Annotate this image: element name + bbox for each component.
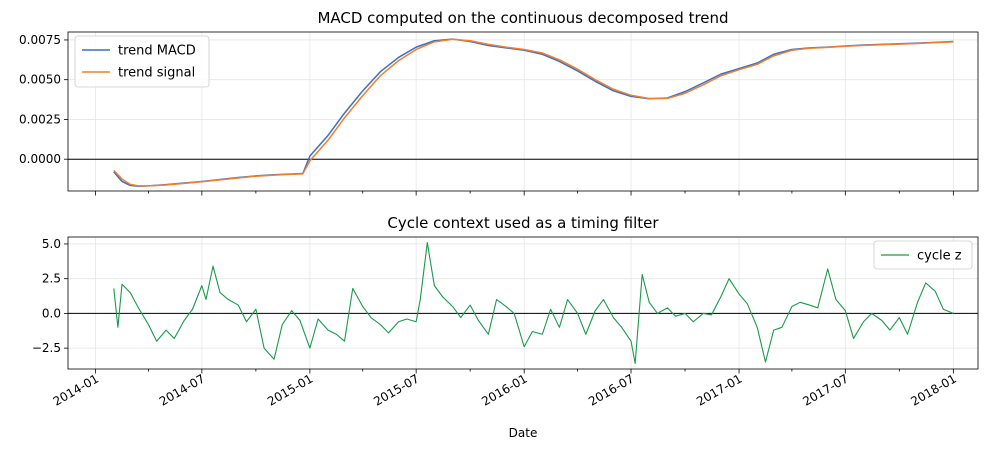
y-tick-label: 0.0025 — [19, 112, 61, 126]
legend-label-cycle-z: cycle z — [917, 249, 962, 264]
cycle-panel-title: Cycle context used as a timing filter — [387, 214, 659, 232]
macd-legend: trend MACD trend signal — [74, 35, 210, 88]
cycle-y-ticks: −2.5 0.0 2.5 5.0 — [32, 237, 68, 355]
cycle-panel: Cycle context used as a timing filter −2… — [32, 214, 979, 440]
legend-label-trend-macd: trend MACD — [118, 44, 196, 59]
cycle-panel-grid — [68, 237, 978, 369]
series-line-trend-signal — [113, 38, 954, 187]
macd-panel-title: MACD computed on the continuous decompos… — [317, 9, 728, 27]
x-tick-label: 2015-07 — [371, 371, 421, 408]
cycle-x-ticks: 2014-01 2014-07 2015-01 2015-07 2016-01 2016-… — [51, 369, 959, 409]
x-tick-label: 2016-01 — [479, 371, 529, 408]
x-tick-label: 2014-01 — [51, 371, 101, 408]
x-tick-label: 2017-07 — [800, 371, 850, 408]
cycle-panel-frame — [67, 236, 979, 370]
cycle-legend-box — [873, 240, 973, 270]
legend-label-trend-signal: trend signal — [118, 66, 195, 81]
macd-x-tickmarks — [95, 191, 954, 196]
macd-legend-box — [74, 35, 210, 88]
series-line-cycle-z — [113, 242, 954, 364]
macd-panel-frame — [67, 31, 979, 192]
cycle-legend: cycle z — [873, 240, 973, 270]
y-tick-label: 5.0 — [42, 237, 61, 251]
x-tick-label: 2018-01 — [908, 371, 958, 408]
y-tick-label: 2.5 — [42, 272, 61, 286]
y-tick-label: 0.0000 — [19, 152, 61, 166]
macd-panel: MACD computed on the continuous decompos… — [19, 9, 979, 196]
series-line-trend-MACD — [113, 38, 954, 187]
x-tick-label: 2015-01 — [265, 371, 315, 408]
y-tick-label: −2.5 — [32, 341, 61, 355]
y-tick-label: 0.0 — [42, 306, 61, 320]
macd-series-lines — [113, 38, 954, 187]
x-tick-label: 2017-01 — [694, 371, 744, 408]
x-tick-label: 2016-07 — [586, 371, 636, 408]
x-axis-label: Date — [509, 426, 538, 440]
cycle-series-lines — [113, 242, 954, 364]
y-tick-label: 0.0075 — [19, 33, 61, 47]
x-tick-label: 2014-07 — [157, 371, 207, 408]
y-tick-label: 0.0050 — [19, 73, 61, 87]
macd-y-ticks: 0.0000 0.0025 0.0050 0.0075 — [19, 33, 68, 166]
